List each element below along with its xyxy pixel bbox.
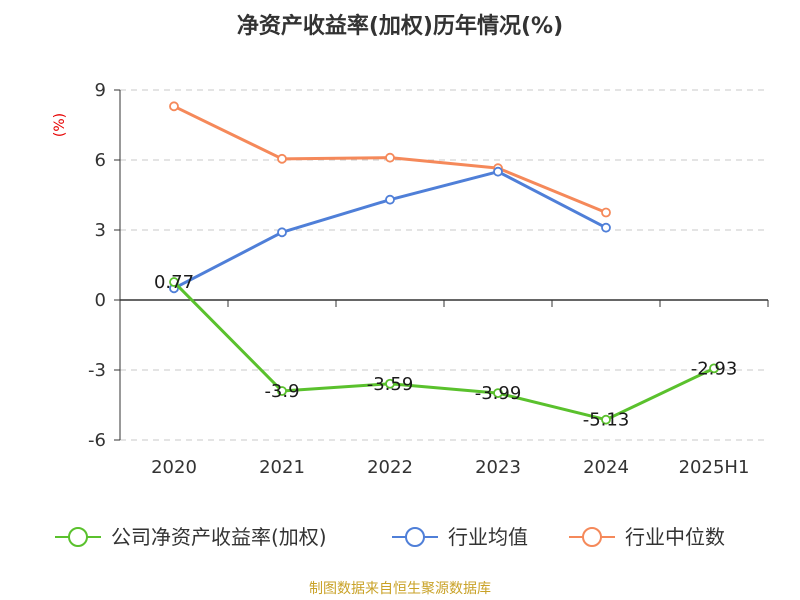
x-tick-label: 2023 — [475, 457, 521, 478]
y-tick-label: 0 — [95, 290, 106, 311]
y-tick-label: -3 — [88, 360, 106, 381]
legend-label: 公司净资产收益率(加权) — [111, 525, 327, 549]
data-label: -2.93 — [691, 358, 738, 379]
legend-label: 行业中位数 — [625, 525, 725, 549]
x-tick-label: 2020 — [151, 457, 197, 478]
data-labels: 0.77 -3.9 -3.59 -3.99 -5.13 -2.93 — [154, 272, 737, 431]
legend-label: 行业均值 — [448, 525, 528, 549]
gridlines — [120, 89, 768, 441]
data-point — [601, 222, 611, 233]
x-tick-label: 2021 — [259, 457, 305, 478]
data-point — [493, 388, 503, 399]
data-point — [601, 414, 611, 425]
y-tick-label: 6 — [95, 150, 106, 171]
series-line — [172, 280, 716, 422]
series-lines — [169, 101, 719, 425]
data-point — [385, 378, 395, 389]
y-axis-unit: (%) — [52, 113, 68, 137]
x-tick-label: 2022 — [367, 457, 413, 478]
data-label: -3.59 — [367, 374, 414, 395]
y-tick-label: -6 — [88, 430, 106, 451]
x-tick-label: 2025H1 — [679, 457, 750, 478]
data-label: -5.13 — [583, 410, 630, 431]
y-tick-label: 9 — [95, 80, 106, 101]
axes: 9 6 3 0 -3 -6 2020 2021 2022 2023 2024 2025H1 — [88, 80, 769, 478]
data-point — [277, 153, 287, 164]
data-point — [169, 101, 179, 112]
x-tick-label: 2024 — [583, 457, 629, 478]
legend-item[interactable]: 公司净资产收益率(加权) — [55, 525, 327, 549]
data-point — [385, 194, 395, 205]
data-label: -3.99 — [475, 383, 522, 404]
y-tick-label: 3 — [95, 220, 106, 241]
legend: 公司净资产收益率(加权) 行业均值 行业中位数 — [55, 525, 725, 549]
data-label: 0.77 — [154, 272, 194, 293]
legend-marker — [68, 527, 88, 547]
data-point — [385, 152, 395, 163]
legend-item[interactable]: 行业均值 — [392, 525, 528, 549]
data-point — [277, 227, 287, 238]
data-point — [601, 207, 611, 218]
chart-title: 净资产收益率(加权)历年情况(%) — [237, 13, 563, 39]
data-point — [493, 166, 503, 177]
data-point — [709, 363, 719, 374]
source-note: 制图数据来自恒生聚源数据库 — [309, 581, 491, 597]
legend-marker — [582, 527, 602, 547]
data-point — [169, 277, 179, 287]
legend-item[interactable]: 行业中位数 — [569, 525, 725, 549]
data-point — [277, 386, 287, 396]
data-label: -3.9 — [264, 381, 299, 402]
legend-marker — [405, 527, 425, 547]
